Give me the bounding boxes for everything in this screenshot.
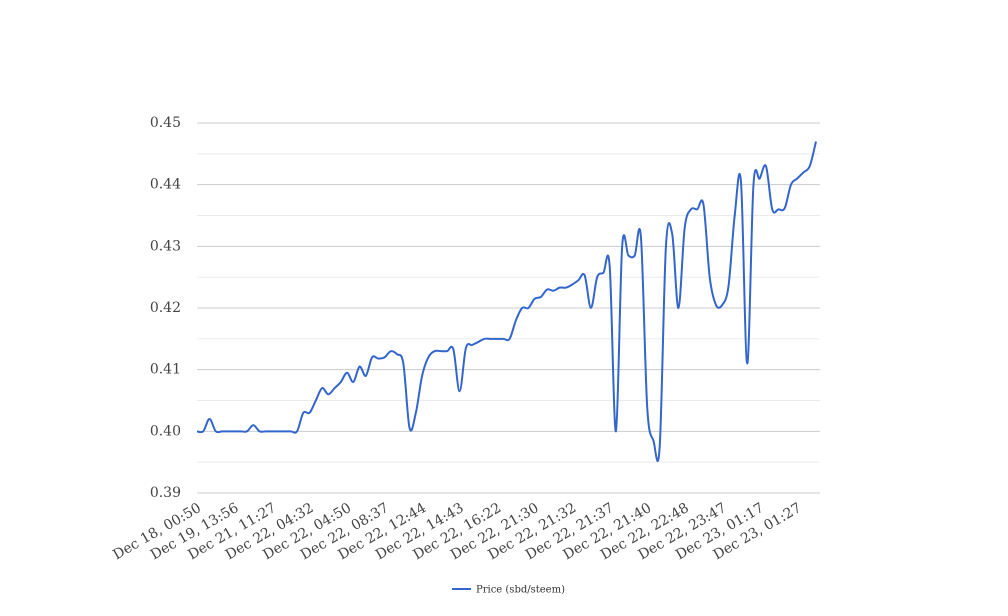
y-tick-label: 0.41 <box>150 362 181 378</box>
y-tick-label: 0.40 <box>150 423 181 439</box>
y-tick-label: 0.39 <box>150 485 181 501</box>
y-tick-label: 0.42 <box>150 300 181 316</box>
price-line <box>196 141 817 463</box>
y-tick-label: 0.43 <box>150 238 181 254</box>
y-tick-label: 0.44 <box>150 177 181 193</box>
y-tick-label: 0.45 <box>150 115 181 131</box>
legend-label: Price (sbd/steem) <box>476 585 565 596</box>
